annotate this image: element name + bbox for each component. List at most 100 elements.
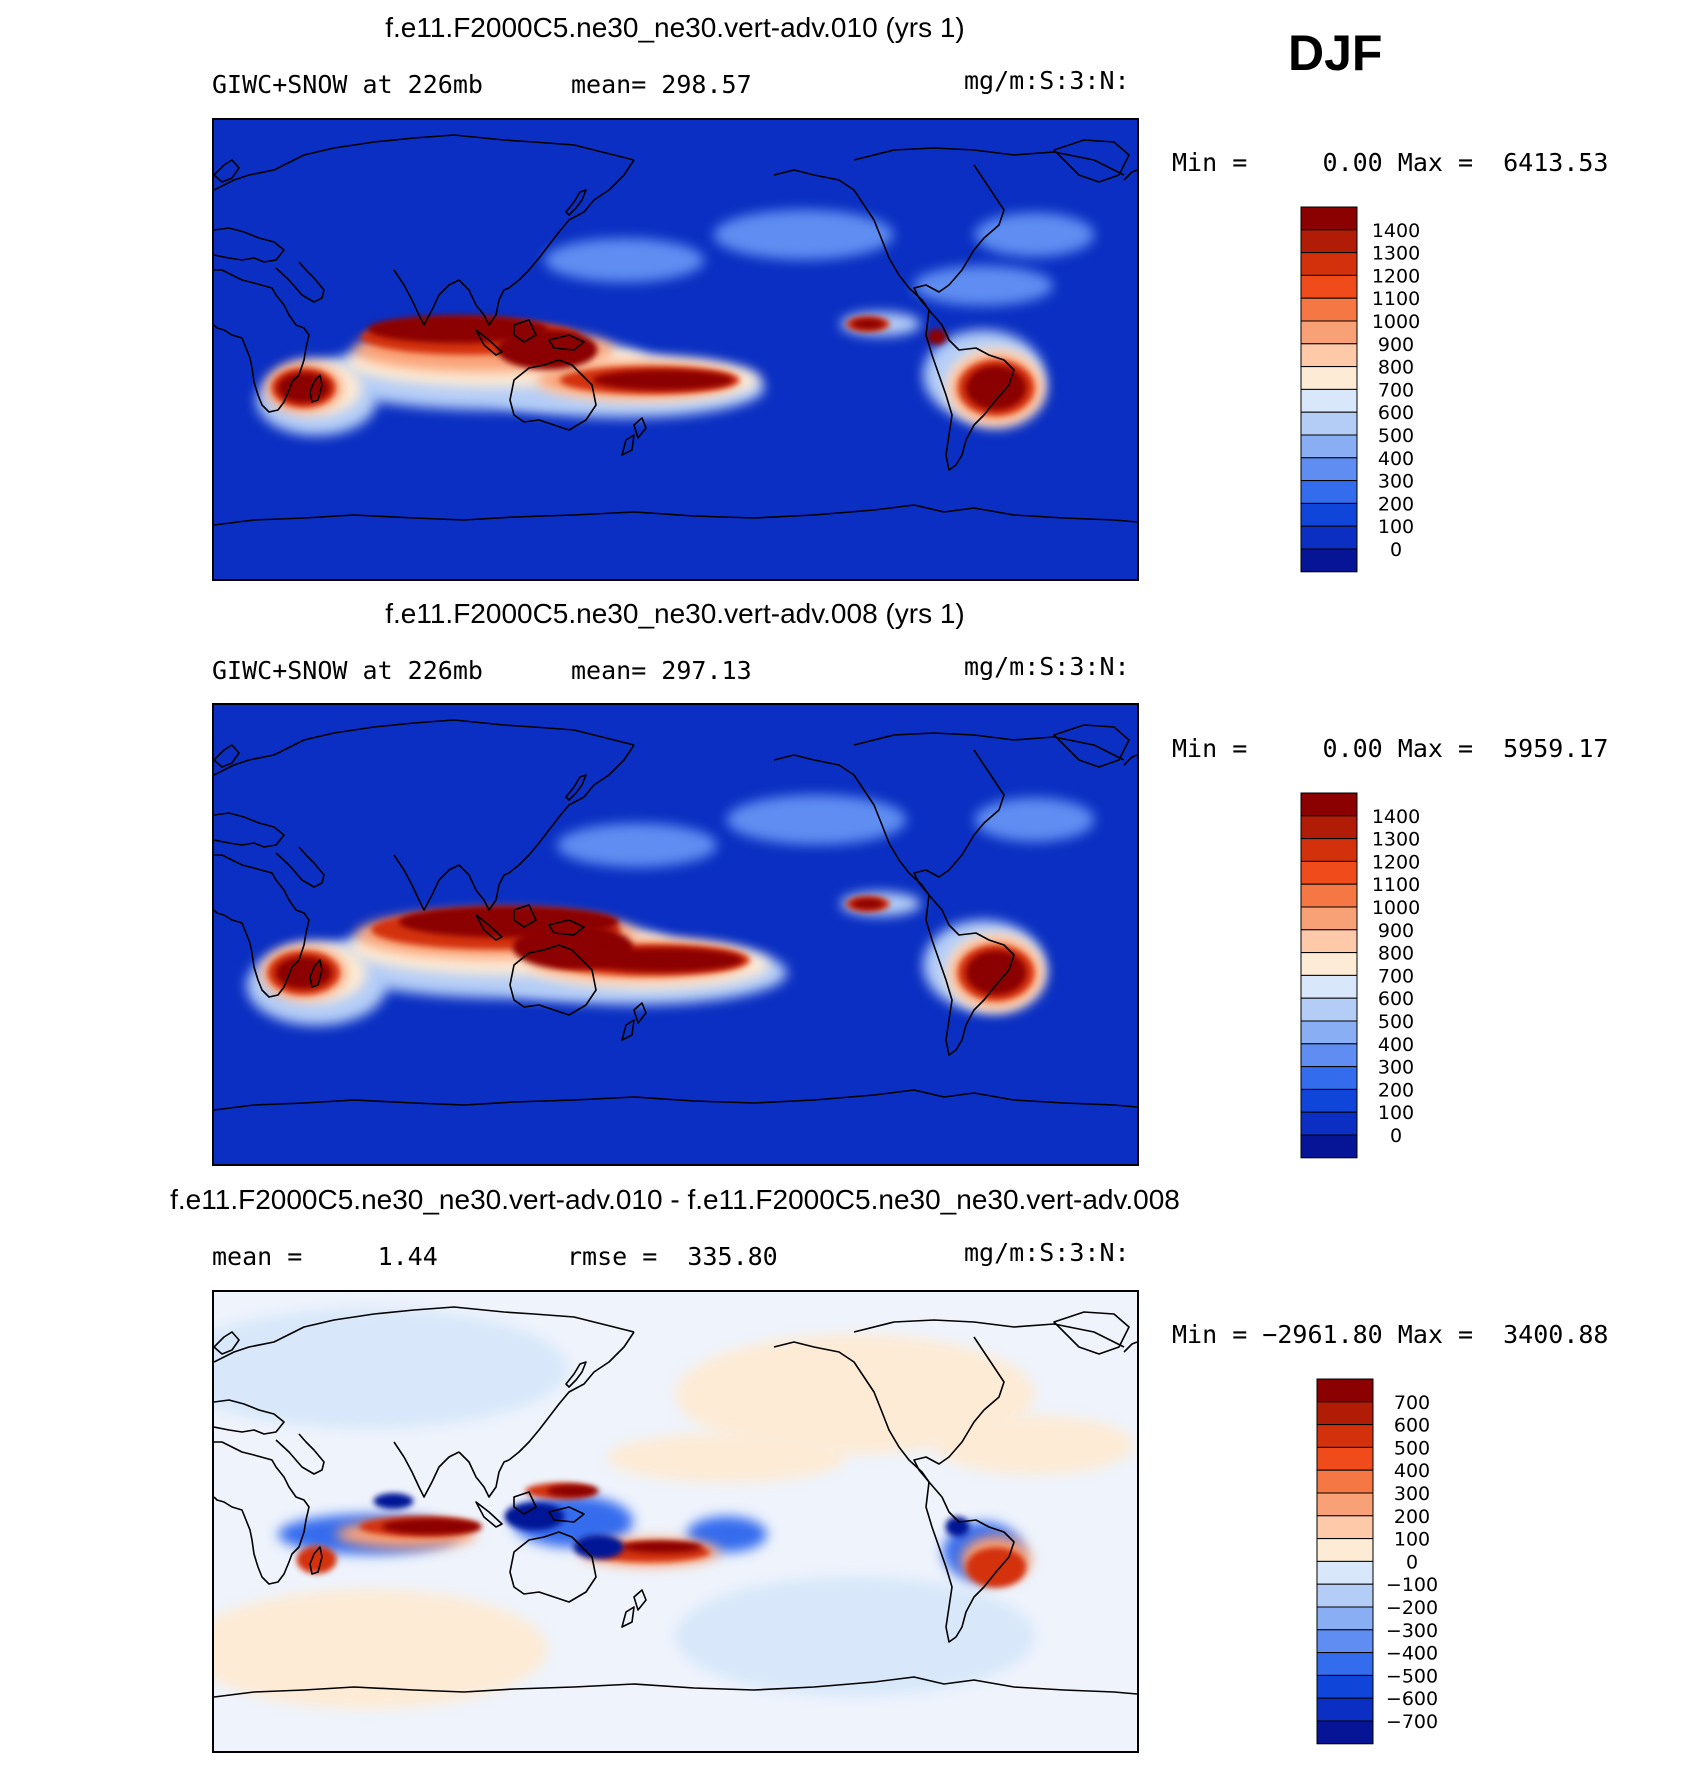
panel2-colorbar-label: 700 bbox=[1378, 965, 1414, 987]
panel3-colorbar-label: −100 bbox=[1386, 1574, 1438, 1596]
panel2-title: f.e11.F2000C5.ne30_ne30.vert-adv.008 (yr… bbox=[385, 598, 965, 629]
panel3-coastline bbox=[513, 1491, 537, 1515]
panel3-map bbox=[212, 1290, 1139, 1753]
panel3-field-blob bbox=[965, 1547, 1026, 1588]
panel1-colorbar-box bbox=[1300, 343, 1358, 368]
panel1-coastline bbox=[475, 329, 503, 356]
panel1-coastline bbox=[633, 417, 647, 439]
panel3-rmse: rmse = 335.80 bbox=[567, 1242, 778, 1271]
panel2-colorbar-box bbox=[1300, 815, 1358, 840]
panel3-field-blob bbox=[373, 1493, 414, 1510]
panel3-colorbar-box bbox=[1316, 1492, 1374, 1517]
panel1-colorbar-box bbox=[1300, 525, 1358, 550]
panel2-colorbar-box bbox=[1300, 1088, 1358, 1113]
panel2-colorbar-box bbox=[1300, 997, 1358, 1022]
panel2-colorbar-box bbox=[1300, 792, 1358, 817]
panel3-field-blob bbox=[573, 1535, 624, 1559]
panel2-field-blob bbox=[965, 950, 1026, 995]
panel1-colorbar-box bbox=[1300, 548, 1358, 573]
panel1-coastline bbox=[773, 169, 930, 311]
panel3-colorbar-box bbox=[1316, 1401, 1374, 1426]
panel1-coastline bbox=[925, 309, 1015, 471]
panel1-coastline bbox=[458, 279, 510, 326]
panel3-colorbar-box bbox=[1316, 1515, 1374, 1540]
panel1-minmax: Min = 0.00 Max = 6413.53 bbox=[1172, 148, 1609, 177]
panel2-colorbar-label: 1000 bbox=[1372, 897, 1420, 919]
panel3-field-blob bbox=[934, 1415, 1135, 1475]
panel3-field-blob bbox=[214, 1589, 548, 1709]
panel1-coastline bbox=[214, 227, 285, 263]
panel3-colorbar-label: −700 bbox=[1386, 1711, 1438, 1733]
panel1-colorbar-box bbox=[1300, 434, 1358, 459]
panel2-coastline bbox=[458, 864, 510, 911]
panel2-units: mg/m:S:3:N: bbox=[964, 652, 1130, 681]
panel3-colorbar-label: 700 bbox=[1394, 1392, 1430, 1414]
panel3-coastline bbox=[214, 1441, 310, 1585]
panel1-units: mg/m:S:3:N: bbox=[964, 66, 1130, 95]
panel2-colorbar-label: 1100 bbox=[1372, 874, 1420, 896]
panel1-colorbar-label: 600 bbox=[1378, 402, 1414, 424]
panel2-coastline bbox=[275, 846, 325, 888]
panel3-colorbar-box bbox=[1316, 1560, 1374, 1585]
panel3-colorbar-box bbox=[1316, 1424, 1374, 1448]
panel1-variable: GIWC+SNOW at 226mb bbox=[212, 70, 483, 99]
panel1-colorbar-label: 800 bbox=[1378, 357, 1414, 379]
panel2-field-blob bbox=[974, 797, 1095, 842]
panel2-colorbar-label: 600 bbox=[1378, 988, 1414, 1010]
panel1-colorbar-box bbox=[1300, 274, 1358, 299]
panel3-coastline bbox=[773, 1341, 930, 1483]
panel3-coastline bbox=[633, 1589, 647, 1611]
panel3-colorbar-label: −600 bbox=[1386, 1688, 1438, 1710]
panel2-minmax: Min = 0.00 Max = 5959.17 bbox=[1172, 734, 1609, 763]
panel3-field-blob bbox=[686, 1516, 767, 1553]
panel2-colorbar-label: 1300 bbox=[1372, 829, 1420, 851]
panel1-coastline bbox=[913, 164, 1005, 311]
panel1-coastline bbox=[214, 504, 1137, 526]
panel2-coastline bbox=[214, 1089, 1137, 1111]
panel1-coastline bbox=[513, 319, 537, 343]
panel1-colorbar-label: 1100 bbox=[1372, 288, 1420, 310]
panel1-field-blob bbox=[965, 365, 1026, 410]
panel1-field-blob bbox=[927, 328, 948, 345]
panel3-colorbar-box bbox=[1316, 1697, 1374, 1722]
panel2-colorbar: 1400 1300 1200 1100 1000 900 800 700 600 500 400 30… bbox=[1300, 792, 1460, 1159]
panel3-field-blob bbox=[546, 1484, 599, 1497]
panel3-coastline bbox=[214, 1331, 240, 1355]
panel2-field-blob bbox=[851, 898, 884, 909]
panel3-colorbar-label: −400 bbox=[1386, 1643, 1438, 1665]
panel3-coastline bbox=[508, 1331, 635, 1461]
panel2-coastline bbox=[214, 719, 635, 776]
panel3-field-blob bbox=[674, 1334, 1035, 1454]
panel1-field-blob bbox=[367, 315, 548, 344]
panel3-colorbar-label: 0 bbox=[1406, 1551, 1418, 1573]
panel2-colorbar-box bbox=[1300, 838, 1358, 862]
panel1-coastline bbox=[853, 147, 1125, 176]
panel2-coastline bbox=[509, 944, 597, 1016]
panel2-coastline bbox=[393, 854, 460, 911]
panel2-colorbar-label: 400 bbox=[1378, 1034, 1414, 1056]
panel2-colorbar-label: 1200 bbox=[1372, 851, 1420, 873]
panel3-colorbar-box bbox=[1316, 1446, 1374, 1471]
panel2-coastline bbox=[621, 1019, 635, 1041]
panel3-field-blob bbox=[296, 1545, 337, 1574]
panel3-coastline bbox=[565, 1361, 587, 1388]
panel3-units: mg/m:S:3:N: bbox=[964, 1238, 1130, 1267]
panel1-colorbar-label: 1300 bbox=[1372, 243, 1420, 265]
panel3-field-blob bbox=[504, 1502, 565, 1531]
panel1-field-blob bbox=[713, 209, 894, 260]
panel2-coastline bbox=[925, 894, 1015, 1056]
panel1-colorbar-box bbox=[1300, 206, 1358, 231]
panel2-colorbar-label: 300 bbox=[1378, 1057, 1414, 1079]
panel2-colorbar-box bbox=[1300, 952, 1358, 976]
panel1-map bbox=[212, 118, 1139, 581]
panel2-colorbar-box bbox=[1300, 1043, 1358, 1068]
panel2-colorbar-box bbox=[1300, 974, 1358, 999]
panel2-field-blob bbox=[726, 794, 907, 845]
panel1-coastline bbox=[393, 269, 460, 326]
panel3-colorbar-box bbox=[1316, 1674, 1374, 1699]
panel2-coastline bbox=[309, 959, 323, 988]
panel3-minmax: Min = −2961.80 Max = 3400.88 bbox=[1172, 1320, 1609, 1349]
panel3-colorbar-box bbox=[1316, 1538, 1374, 1562]
panel1-coastline bbox=[509, 359, 597, 431]
panel1-coastline bbox=[621, 434, 635, 456]
